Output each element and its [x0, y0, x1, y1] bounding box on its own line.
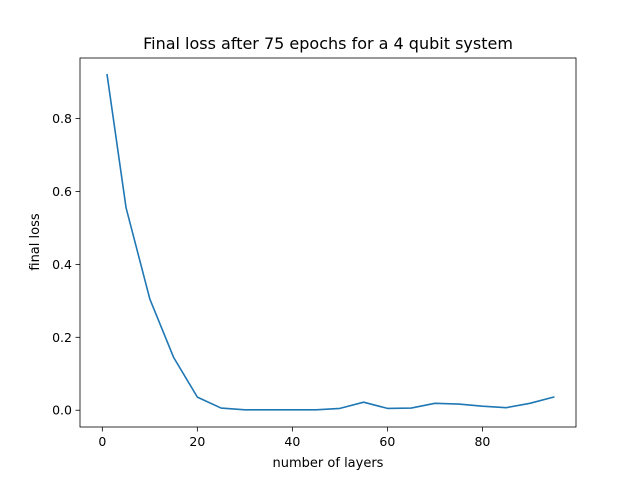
y-tick-label: 0.4 — [52, 257, 72, 272]
y-axis-label: final loss — [28, 213, 43, 270]
y-tick-label: 0.6 — [52, 184, 72, 199]
x-tick-label: 0 — [98, 434, 106, 449]
series-line-0 — [106, 73, 555, 411]
plot-area: 0 20 40 60 80 0.0 0.2 0.4 0.6 0.8 — [52, 57, 577, 449]
x-tick-label: 60 — [379, 434, 395, 449]
y-tick-label: 0.0 — [52, 403, 72, 418]
y-tick-label: 0.2 — [52, 330, 72, 345]
chart-title: Final loss after 75 epochs for a 4 qubit… — [143, 34, 513, 53]
plot-frame — [79, 57, 577, 428]
y-tick-label: 0.8 — [52, 111, 72, 126]
x-axis-label: number of layers — [273, 456, 384, 471]
x-tick-label: 40 — [284, 434, 300, 449]
x-tick-label: 20 — [189, 434, 205, 449]
x-tick-label: 80 — [474, 434, 490, 449]
